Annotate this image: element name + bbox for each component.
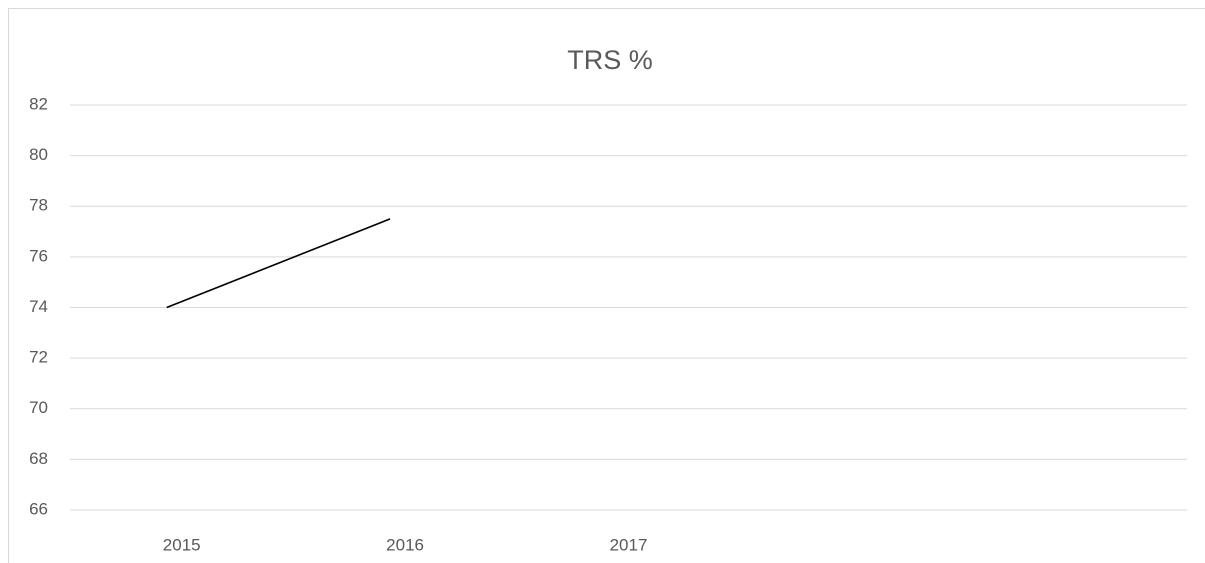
- y-tick-label: 68: [29, 449, 48, 468]
- y-tick-label: 74: [29, 297, 48, 316]
- y-tick-label: 66: [29, 499, 48, 518]
- y-tick-label: 80: [29, 145, 48, 164]
- line: [166, 218, 391, 309]
- x-tick-label: 2016: [386, 535, 424, 554]
- y-tick-label: 70: [29, 398, 48, 417]
- chart-title: TRS %: [567, 45, 653, 75]
- chart-border: [8, 8, 1205, 563]
- y-tick-label: 82: [29, 94, 48, 113]
- y-tick-label: 72: [29, 348, 48, 367]
- y-tick-label: 76: [29, 246, 48, 265]
- x-tick-label: 2017: [610, 535, 648, 554]
- x-tick-label: 2015: [163, 535, 201, 554]
- y-tick-label: 78: [29, 196, 48, 215]
